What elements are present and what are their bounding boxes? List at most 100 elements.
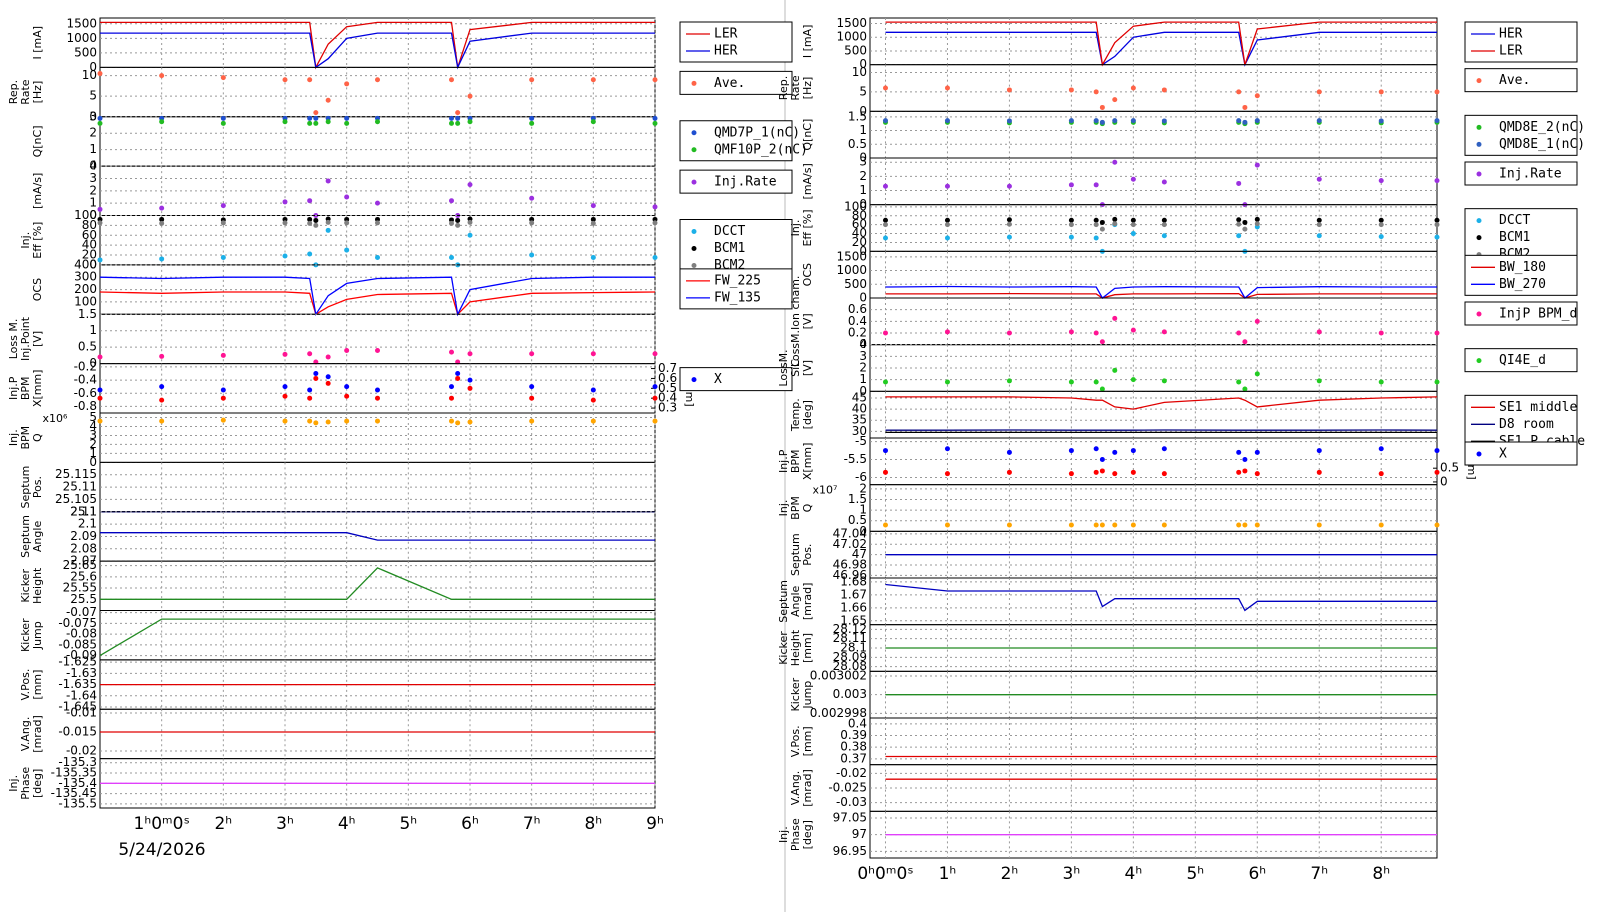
data-point xyxy=(1006,118,1012,124)
y-tick-label: -1.64 xyxy=(66,688,97,702)
y-axis-label: [mA/s] xyxy=(801,163,814,199)
data-point xyxy=(1006,87,1012,93)
y2-tick-label: 0.4 xyxy=(658,391,677,405)
data-point xyxy=(1130,448,1136,454)
y-axis-label: Jump xyxy=(801,681,814,710)
y-axis-label: Kicker xyxy=(777,631,790,665)
data-point xyxy=(1068,448,1074,454)
data-point xyxy=(1434,89,1440,95)
legend-label: BCM1 xyxy=(1499,230,1530,245)
data-point xyxy=(1099,457,1105,463)
y-tick-label: 100 xyxy=(844,199,867,213)
y-axis-label: Pos. xyxy=(31,476,44,498)
data-point xyxy=(1236,379,1242,385)
y-axis-label: LossM. xyxy=(777,349,790,386)
data-point xyxy=(1316,222,1322,228)
legend-label: HER xyxy=(714,44,738,59)
data-point xyxy=(455,371,461,376)
data-point xyxy=(1254,522,1260,528)
data-point xyxy=(1254,318,1260,324)
legend-label: QMD8E_2(nC) xyxy=(1499,120,1585,135)
data-point xyxy=(1093,469,1099,475)
y-axis-label: [V] xyxy=(801,313,814,329)
legend-swatch xyxy=(691,263,697,268)
data-point xyxy=(1434,448,1440,454)
data-point xyxy=(1130,176,1136,182)
data-point xyxy=(455,420,461,426)
y-axis-label: Phase xyxy=(19,767,32,800)
data-point xyxy=(1434,217,1440,223)
series-line xyxy=(885,285,1437,300)
y-axis-label: [V] xyxy=(31,331,44,347)
x-tick-label: 2ʰ xyxy=(214,814,232,834)
y-axis-label: Height xyxy=(789,629,802,666)
y-tick-label: 1.65 xyxy=(840,613,867,627)
data-point xyxy=(467,351,473,357)
y-tick-label: 40 xyxy=(82,238,97,252)
data-point xyxy=(1434,379,1440,385)
data-point xyxy=(1254,162,1260,168)
y-tick-label: 97 xyxy=(852,827,867,841)
y-axis-label: Rep. xyxy=(777,76,790,100)
legend-label: QMD7P_1(nC) xyxy=(714,125,800,140)
y-axis-label: BPM xyxy=(19,376,32,400)
legend-swatch xyxy=(1476,124,1482,130)
data-point xyxy=(159,256,165,262)
data-point xyxy=(1112,118,1118,124)
data-point xyxy=(882,118,888,124)
x-tick-label: 2ʰ xyxy=(1001,864,1019,884)
data-point xyxy=(1093,118,1099,124)
data-point xyxy=(529,351,535,357)
data-point xyxy=(882,217,888,223)
data-point xyxy=(882,85,888,91)
data-point xyxy=(882,183,888,189)
data-point xyxy=(1254,371,1260,377)
y-tick-label: 35 xyxy=(852,413,867,427)
data-point xyxy=(467,216,473,222)
y-tick-label: -0.015 xyxy=(58,725,97,739)
data-point xyxy=(1130,377,1136,383)
series-line xyxy=(100,532,655,541)
data-point xyxy=(282,384,288,390)
y-tick-label: 3 xyxy=(859,155,867,169)
y-axis-label: BPM xyxy=(789,496,802,520)
data-point xyxy=(449,217,454,223)
data-point xyxy=(1068,471,1074,477)
data-point xyxy=(307,351,313,357)
y-tick-label: 1.5 xyxy=(848,492,867,506)
y-axis-label: OCS xyxy=(801,263,814,286)
y-tick-label: 0.4 xyxy=(848,716,867,730)
data-point xyxy=(1161,329,1167,335)
y-tick-label: 0 xyxy=(859,57,867,71)
data-point xyxy=(282,220,288,226)
y-tick-label: 47.02 xyxy=(833,537,867,551)
data-point xyxy=(1316,217,1322,223)
y-tick-label: 400 xyxy=(74,257,97,271)
y-axis-label: Q[nC] xyxy=(801,119,814,151)
data-point xyxy=(529,418,535,424)
y-tick-label: 0 xyxy=(89,208,97,222)
data-point xyxy=(944,217,950,223)
data-point xyxy=(313,115,319,121)
y-tick-label: 0.003 xyxy=(833,687,867,701)
data-point xyxy=(1242,226,1248,232)
legend-label: HER xyxy=(1499,27,1523,42)
data-point xyxy=(652,351,658,357)
data-point xyxy=(1161,233,1167,239)
y-tick-label: 0.002998 xyxy=(810,706,867,720)
data-point xyxy=(1316,469,1322,475)
y-axis-label: Pos. xyxy=(801,544,814,566)
y-axis-label: [deg] xyxy=(801,400,814,429)
data-point xyxy=(529,252,535,258)
y-tick-label: 60 xyxy=(852,217,867,231)
data-point xyxy=(325,380,331,386)
data-point xyxy=(1254,449,1260,455)
data-point xyxy=(1006,378,1012,384)
legend-swatch xyxy=(691,377,697,383)
data-point xyxy=(1130,231,1136,237)
data-point xyxy=(1378,471,1384,477)
data-point xyxy=(375,119,380,125)
y-tick-label: 2 xyxy=(859,361,867,375)
data-point xyxy=(1316,233,1322,239)
y-axis-label: [mm] xyxy=(31,670,44,700)
